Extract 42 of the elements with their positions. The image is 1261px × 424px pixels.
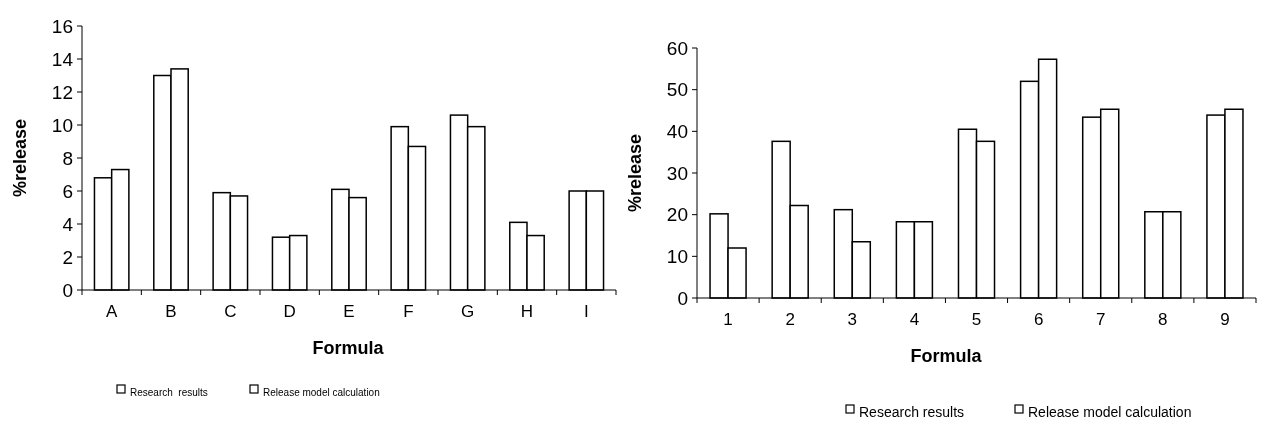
y-tick-label: 60	[666, 37, 688, 59]
x-tick-label: 5	[971, 310, 982, 329]
y-tick-label: 0	[62, 279, 73, 301]
x-tick-label: 4	[909, 310, 920, 329]
x-tick-label: 3	[847, 310, 858, 329]
x-tick-label: H	[520, 302, 534, 321]
x-tick-label: G	[461, 302, 475, 321]
legend-label: Release model calculation	[263, 386, 380, 398]
y-tick-label: 4	[62, 213, 74, 235]
x-tick-label: D	[283, 302, 296, 321]
y-tick-label: 0	[677, 287, 688, 309]
y-tick-label: 12	[51, 81, 73, 103]
x-tick-label: I	[583, 302, 589, 321]
y-axis-title: %release	[10, 118, 30, 198]
x-tick-label: C	[224, 302, 237, 321]
x-tick-label: 7	[1095, 310, 1106, 329]
x-tick-label: 9	[1220, 310, 1230, 329]
x-tick-label: 6	[1033, 310, 1044, 329]
legend-label: Research results	[859, 403, 965, 420]
legend-label: Research results	[130, 386, 208, 398]
y-tick-label: 10	[666, 245, 688, 267]
legend-label: Release model calculation	[1028, 403, 1192, 420]
y-tick-label: 50	[666, 79, 688, 101]
x-axis-title: Formula	[312, 338, 385, 358]
y-tick-label: 16	[51, 15, 73, 37]
y-tick-label: 8	[62, 147, 73, 169]
y-tick-label: 2	[62, 246, 73, 268]
x-tick-label: B	[165, 302, 177, 321]
y-axis-title: %release	[625, 133, 645, 213]
y-tick-label: 6	[62, 180, 73, 202]
x-axis-title: Formula	[910, 346, 983, 366]
x-tick-label: 1	[723, 310, 733, 329]
y-tick-label: 10	[51, 114, 73, 136]
x-tick-label: 8	[1158, 310, 1168, 329]
x-tick-label: F	[403, 302, 414, 321]
x-tick-label: 2	[785, 310, 795, 329]
x-tick-label: A	[105, 302, 118, 321]
y-tick-label: 20	[666, 204, 688, 226]
y-tick-label: 40	[666, 120, 688, 142]
y-tick-label: 30	[666, 162, 688, 184]
y-tick-label: 14	[51, 48, 74, 70]
x-tick-label: E	[343, 302, 355, 321]
